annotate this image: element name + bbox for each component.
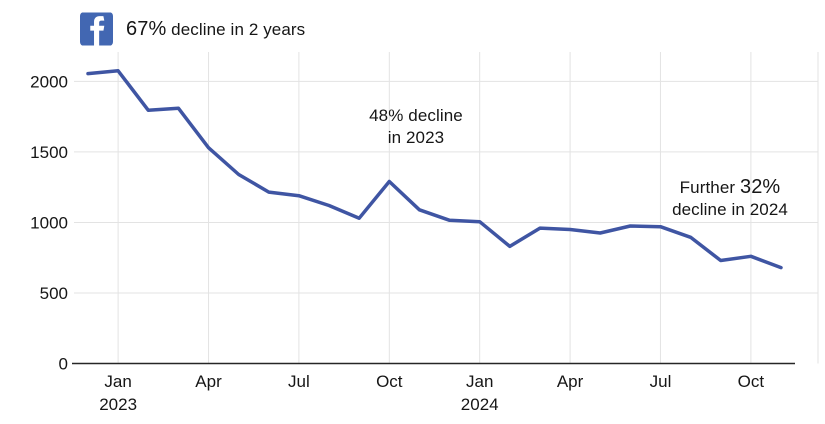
annotation-2023-line1: 48% decline (369, 106, 463, 125)
x-tick-year-label: 2023 (99, 395, 137, 414)
y-tick-label: 500 (40, 284, 68, 303)
y-tick-label: 2000 (30, 72, 68, 91)
y-tick-label: 1000 (30, 213, 68, 232)
annotation-2024-decline: Further 32% decline in 2024 (650, 176, 810, 221)
x-tick-label: Jul (288, 372, 310, 391)
chart-header: 67% decline in 2 years (80, 12, 305, 46)
title-text: decline in 2 years (166, 19, 306, 39)
title-percent: 67% (126, 17, 167, 40)
x-tick-year-label: 2024 (461, 395, 499, 414)
y-tick-label: 1500 (30, 143, 68, 162)
x-tick-label: Oct (376, 372, 403, 391)
annotation-2024-line2: decline in 2024 (672, 200, 788, 219)
annotation-2024-line1: Further 32% (679, 176, 781, 198)
annotation-2023-decline: 48% decline in 2023 (340, 105, 492, 149)
x-tick-label: Jan (104, 372, 131, 391)
annotation-2023-line2: in 2023 (387, 128, 445, 147)
x-tick-label: Oct (738, 372, 765, 391)
x-tick-label: Jan (466, 372, 493, 391)
facebook-icon (80, 12, 113, 46)
x-tick-label: Apr (557, 372, 584, 391)
x-tick-label: Jul (650, 372, 672, 391)
traffic-line-series (86, 69, 783, 270)
x-tick-label: Apr (195, 372, 222, 391)
chart-title: 67% decline in 2 years (126, 18, 305, 41)
y-tick-label: 0 (59, 355, 68, 374)
